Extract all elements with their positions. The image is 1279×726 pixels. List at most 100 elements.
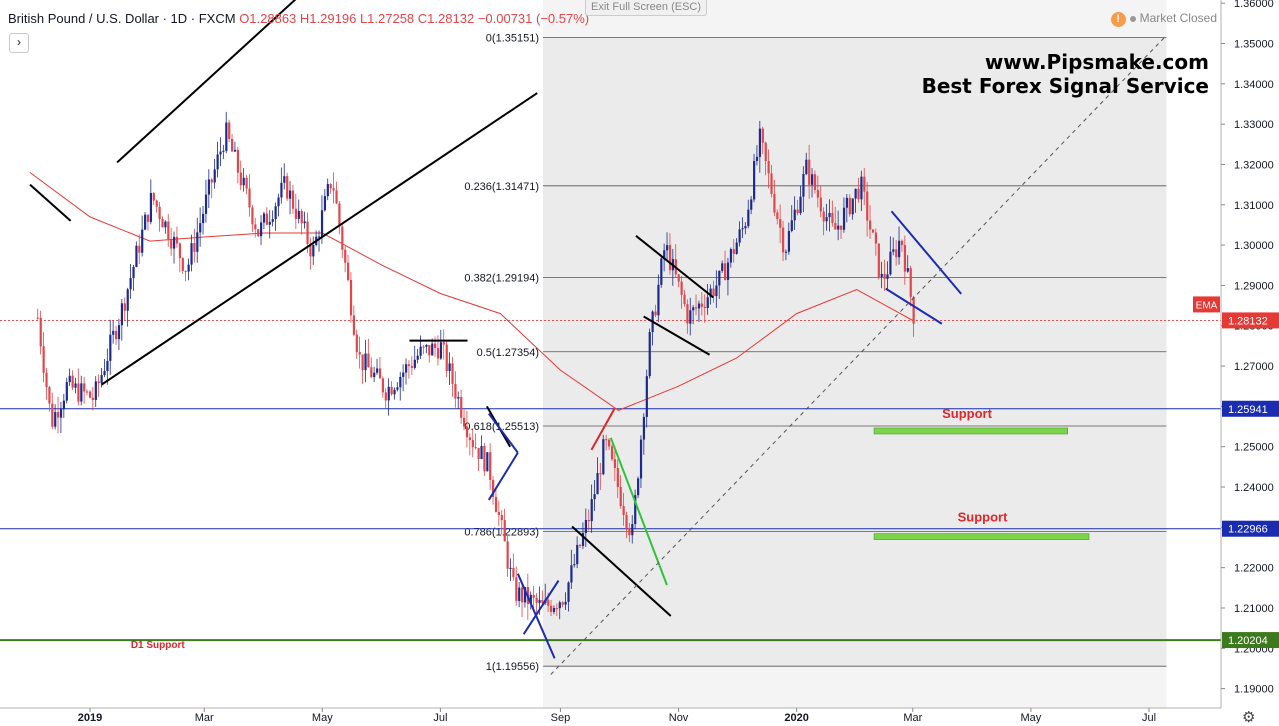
candle-body <box>219 151 222 155</box>
dashed-trendline[interactable] <box>550 35 1167 675</box>
candle-body <box>799 196 802 214</box>
candle-body <box>39 317 42 347</box>
trendline[interactable] <box>101 92 538 386</box>
trendline[interactable] <box>488 413 519 454</box>
trendline[interactable] <box>522 580 560 635</box>
candle-body <box>54 412 57 427</box>
candle-body <box>822 211 825 222</box>
level-price-tag <box>1222 520 1279 537</box>
candle-body <box>120 303 124 326</box>
market-status-label: Market Closed <box>1139 11 1217 25</box>
trendline[interactable] <box>643 315 711 356</box>
candle-body <box>561 602 564 605</box>
candle-body <box>431 343 434 356</box>
candle-body <box>74 383 77 388</box>
candle-body <box>648 332 651 377</box>
candle-body <box>376 368 379 373</box>
trendline[interactable] <box>609 437 668 586</box>
candle-body <box>347 262 350 280</box>
level-price-tag <box>1222 400 1279 417</box>
candle-body <box>332 188 335 191</box>
candle-body <box>709 288 712 298</box>
candle-body <box>625 515 628 529</box>
candle-body <box>280 182 283 198</box>
candle-body <box>381 378 385 393</box>
candle-body <box>36 317 39 319</box>
candle-body <box>146 214 150 222</box>
candle-body <box>512 567 515 578</box>
candle-body <box>767 161 770 174</box>
candle-body <box>802 174 805 197</box>
candle-body <box>184 270 187 272</box>
trendline[interactable] <box>590 407 616 451</box>
expand-legend-button[interactable]: › <box>9 33 29 53</box>
symbol-title[interactable]: British Pound / U.S. Dollar · 1D · FXCM <box>8 11 236 26</box>
annotation-label: D1 Support <box>131 640 186 651</box>
candle-body <box>338 203 341 227</box>
market-status: ! Market Closed <box>1110 11 1217 27</box>
trendline[interactable] <box>885 287 943 325</box>
candle-body <box>718 270 721 286</box>
candle-body <box>312 244 315 257</box>
candle-body <box>207 179 211 195</box>
candle-body <box>260 222 263 237</box>
candle-body <box>663 250 666 259</box>
candle-body <box>903 244 907 272</box>
candle-body <box>521 587 524 603</box>
candle-body <box>100 375 103 384</box>
candle-body <box>344 249 347 263</box>
candle-body <box>370 367 373 378</box>
candle-body <box>289 190 292 199</box>
candle-body <box>262 213 266 223</box>
candle-body <box>390 386 393 395</box>
exit-fullscreen-button[interactable]: Exit Full Screen (ESC) <box>585 0 708 16</box>
candle-body <box>294 208 298 219</box>
candle-body <box>622 506 625 516</box>
candle-body <box>779 219 782 228</box>
candle-body <box>468 437 472 441</box>
trendline[interactable] <box>890 210 962 295</box>
candle-body <box>770 173 773 194</box>
candle-body <box>135 245 138 267</box>
settings-gear-icon[interactable]: ⚙ <box>1242 709 1256 726</box>
annotation-label: Support <box>942 406 992 421</box>
candle-body <box>570 565 573 583</box>
candle-body <box>367 353 370 368</box>
candle-body <box>692 307 695 311</box>
watermark-tagline: Best Forex Signal Service <box>921 74 1209 98</box>
candle-body <box>895 249 898 258</box>
candle-body <box>637 478 640 496</box>
candle-body <box>245 177 248 189</box>
candle-body <box>886 274 889 279</box>
candle-body <box>303 221 306 224</box>
candle-body <box>529 594 532 605</box>
candle-body <box>732 249 735 254</box>
candle-body <box>729 249 733 263</box>
candle-body <box>741 228 744 230</box>
candle-body <box>387 386 390 401</box>
warning-icon[interactable]: ! <box>1110 12 1126 27</box>
low-value: L1.27258 <box>359 11 415 26</box>
candle-body <box>593 494 596 500</box>
candle-body <box>819 197 822 212</box>
candle-body <box>828 212 831 218</box>
candle-body <box>523 587 527 603</box>
trendline[interactable] <box>116 0 301 164</box>
candle-body <box>605 439 608 441</box>
candle-body <box>471 440 474 448</box>
candle-body <box>68 375 71 383</box>
candle-body <box>251 207 254 225</box>
trendline[interactable] <box>571 525 672 617</box>
candle-body <box>805 159 808 175</box>
candle-body <box>213 169 216 183</box>
ema-tag[interactable] <box>1193 296 1220 313</box>
candle-body <box>62 400 66 410</box>
candle-body <box>306 221 309 244</box>
trendline[interactable] <box>635 235 715 299</box>
trendline[interactable] <box>29 183 72 222</box>
candle-body <box>581 532 585 546</box>
candle-body <box>613 459 617 469</box>
trendline[interactable] <box>487 452 519 501</box>
candle-body <box>239 172 242 186</box>
